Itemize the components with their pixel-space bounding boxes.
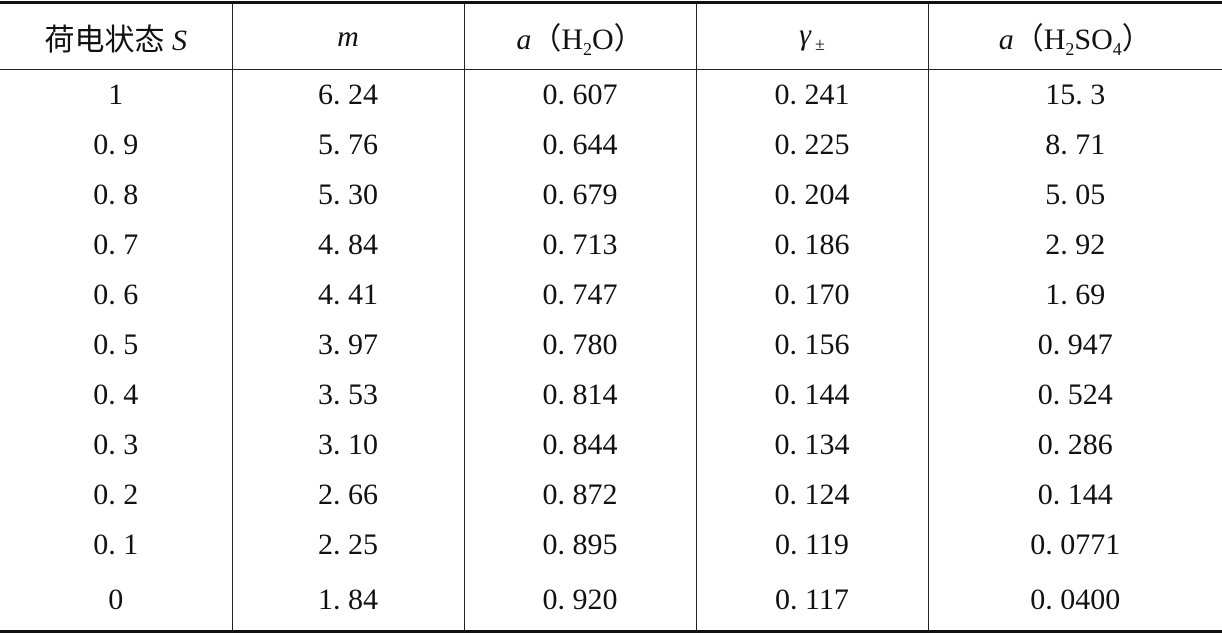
- table-cell: 0. 9: [93, 127, 139, 161]
- table-cell: 0. 780: [463, 319, 696, 370]
- table-cell: 0. 134: [695, 419, 928, 470]
- table-cell: 5. 30: [231, 169, 464, 220]
- header-symbol: a: [516, 22, 532, 56]
- table-cell: 0. 117: [695, 569, 928, 632]
- header-subscript: ±: [814, 34, 825, 54]
- table-row: 0. 8 5. 30 0. 679 0. 204 5. 05: [0, 169, 1222, 220]
- table-cell: 0. 947: [927, 319, 1222, 370]
- header-cell: a（H2SO4）: [927, 2, 1222, 70]
- table-cell: 0. 286: [927, 419, 1222, 470]
- table-cell: 0. 5: [93, 327, 139, 361]
- table-cell: 5. 05: [927, 169, 1222, 220]
- table-cell: 0. 895: [463, 519, 696, 570]
- table-cell: 0. 8: [93, 177, 139, 211]
- header-cell: m: [231, 2, 464, 70]
- header-text: 荷电状态: [44, 23, 165, 57]
- header-subscript: 2: [583, 38, 592, 59]
- table-cell: 3. 97: [231, 319, 464, 370]
- table-cell: 0. 144: [927, 469, 1222, 520]
- table-cell: 0. 814: [463, 369, 696, 420]
- table-cell: 4. 84: [231, 219, 464, 270]
- header-row: 荷电状态 S m a（H2O） γ ± a（H2SO4）: [0, 2, 1222, 70]
- header-text: （H: [1013, 22, 1066, 56]
- header-subscript: 2: [1065, 38, 1075, 59]
- table-cell: 0. 747: [463, 269, 696, 320]
- table-row: 0. 2 2. 66 0. 872 0. 124 0. 144: [0, 469, 1222, 520]
- table-cell: 0. 713: [463, 219, 696, 270]
- header-symbol: m: [337, 19, 359, 53]
- table-row: 0. 9 5. 76 0. 644 0. 225 8. 71: [0, 119, 1222, 170]
- table-cell: 0: [108, 582, 124, 616]
- table-cell: 0. 124: [695, 469, 928, 520]
- table-cell: 0. 679: [463, 169, 696, 220]
- header-symbol: a: [998, 22, 1014, 56]
- table-row: 0. 5 3. 97 0. 780 0. 156 0. 947: [0, 319, 1222, 370]
- header-text: ）: [1121, 22, 1152, 56]
- table-cell: 0. 872: [463, 469, 696, 520]
- table-cell: 0. 186: [695, 219, 928, 270]
- table-cell: 0. 1: [93, 527, 139, 561]
- table-row: 0 1. 84 0. 920 0. 117 0. 0400: [0, 569, 1222, 632]
- table-cell: 0. 241: [695, 69, 928, 120]
- table-cell: 0. 0771: [927, 519, 1222, 570]
- table-cell: 2. 92: [927, 219, 1222, 270]
- table-cell: 0. 644: [463, 119, 696, 170]
- table-cell: 0. 7: [93, 227, 139, 261]
- table-cell: 0. 170: [695, 269, 928, 320]
- header-text: （H: [531, 22, 583, 56]
- table-body: 1 6. 24 0. 607 0. 241 15. 3 0. 9 5. 76 0. 644 0.…: [0, 69, 1222, 632]
- table-cell: 0. 0400: [927, 569, 1222, 632]
- table-cell: 0. 2: [93, 477, 139, 511]
- table-cell: 1: [108, 77, 124, 111]
- table-cell: 0. 119: [695, 519, 928, 570]
- table-cell: 0. 144: [695, 369, 928, 420]
- table-cell: 1. 84: [231, 569, 464, 632]
- table-cell: 1. 69: [927, 269, 1222, 320]
- table-cell: 3. 53: [231, 369, 464, 420]
- table-cell: 0. 204: [695, 169, 928, 220]
- table-cell: 0. 920: [463, 569, 696, 632]
- table-cell: 0. 3: [93, 427, 139, 461]
- header-cell: 荷电状态 S: [0, 3, 232, 70]
- table-cell: 15. 3: [927, 69, 1222, 120]
- table-row: 0. 3 3. 10 0. 844 0. 134 0. 286: [0, 419, 1222, 470]
- header-symbol: S: [172, 23, 187, 57]
- table-cell: 8. 71: [927, 119, 1222, 170]
- table-cell: 0. 844: [463, 419, 696, 470]
- table-row: 0. 7 4. 84 0. 713 0. 186 2. 92: [0, 219, 1222, 270]
- header-text: O）: [592, 22, 644, 56]
- header-symbol: γ: [799, 18, 811, 51]
- table-row: 0. 6 4. 41 0. 747 0. 170 1. 69: [0, 269, 1222, 320]
- table-row: 0. 1 2. 25 0. 895 0. 119 0. 0771: [0, 519, 1222, 570]
- header-cell: γ ±: [695, 2, 928, 70]
- table-cell: 5. 76: [231, 119, 464, 170]
- table-cell: 2. 66: [231, 469, 464, 520]
- table-cell: 0. 6: [93, 277, 139, 311]
- header-subscript: 4: [1112, 38, 1122, 59]
- header-text: SO: [1074, 22, 1113, 56]
- table-cell: 0. 4: [93, 377, 139, 411]
- table-row: 1 6. 24 0. 607 0. 241 15. 3: [0, 69, 1222, 120]
- table-cell: 3. 10: [231, 419, 464, 470]
- table-cell: 0. 156: [695, 319, 928, 370]
- table-cell: 2. 25: [231, 519, 464, 570]
- table-cell: 4. 41: [231, 269, 464, 320]
- table-cell: 0. 607: [463, 69, 696, 120]
- table-row: 0. 4 3. 53 0. 814 0. 144 0. 524: [0, 369, 1222, 420]
- table-cell: 0. 524: [927, 369, 1222, 420]
- header-cell: a（H2O）: [463, 2, 696, 70]
- table-cell: 6. 24: [231, 69, 464, 120]
- table-cell: 0. 225: [695, 119, 928, 170]
